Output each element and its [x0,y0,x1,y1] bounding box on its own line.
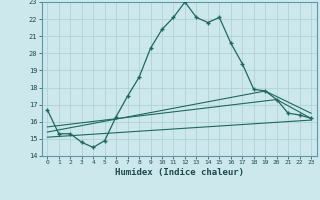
X-axis label: Humidex (Indice chaleur): Humidex (Indice chaleur) [115,168,244,177]
